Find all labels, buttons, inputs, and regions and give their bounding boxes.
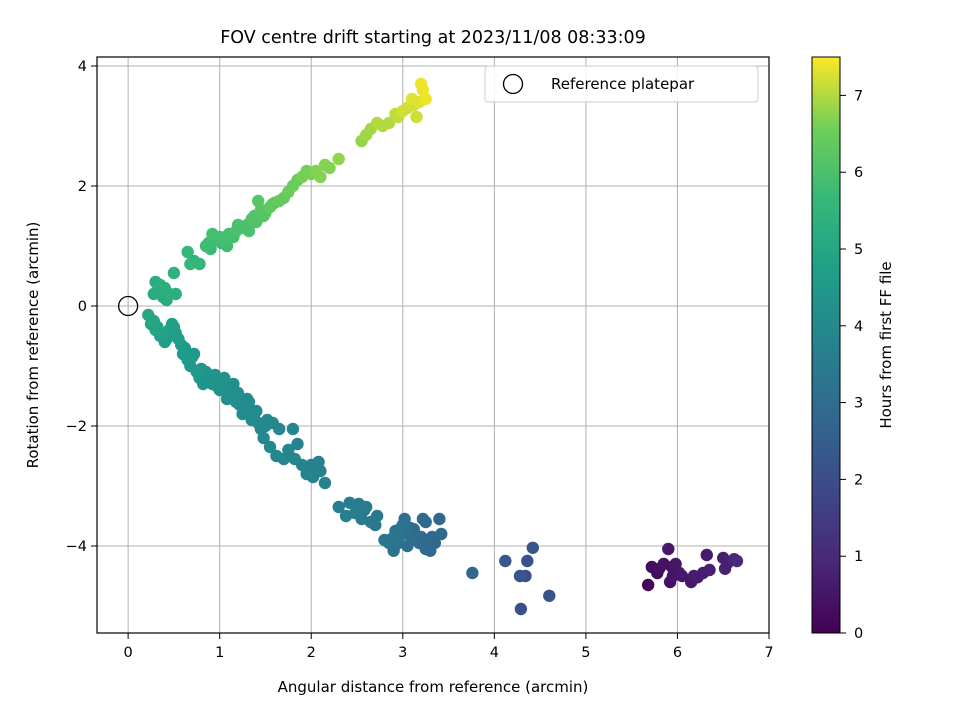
data-point: [282, 443, 295, 457]
y-tick-label: −4: [66, 539, 87, 555]
colorbar-tick-label: 2: [854, 472, 863, 488]
x-tick-label: 3: [398, 645, 407, 661]
x-tick-label: 0: [124, 645, 133, 661]
colorbar-label: Hours from first FF file: [877, 261, 895, 428]
reference-platepar-point: [117, 295, 139, 317]
data-point: [521, 554, 534, 568]
y-tick-label: 0: [78, 299, 87, 315]
data-point: [359, 500, 373, 514]
data-point: [314, 170, 327, 184]
data-point: [332, 152, 345, 166]
data-point: [204, 371, 217, 385]
legend-box: [484, 65, 759, 103]
data-point: [193, 257, 206, 271]
reference-marker: [117, 295, 139, 317]
data-point: [343, 496, 356, 509]
x-tick-label: 7: [764, 645, 773, 661]
colorbar-tick-label: 4: [854, 319, 863, 335]
data-point: [466, 566, 479, 580]
data-point: [662, 542, 675, 556]
legend: Reference platepar: [484, 65, 759, 103]
legend-marker-icon: [502, 73, 524, 95]
colorbar-tick-label: 7: [854, 88, 863, 104]
x-tick-label: 4: [490, 645, 499, 661]
data-point: [419, 92, 432, 106]
data-point: [435, 527, 448, 541]
chart-title: FOV centre drift starting at 2023/11/08 …: [220, 28, 646, 48]
data-point: [394, 521, 408, 535]
data-point: [248, 407, 261, 421]
plot-frame: [96, 56, 770, 634]
data-point: [318, 476, 332, 490]
data-point: [419, 542, 432, 556]
x-tick-label: 2: [307, 645, 316, 661]
data-point: [263, 440, 277, 454]
y-tick-label: 4: [78, 59, 87, 75]
data-point: [288, 452, 301, 466]
data-point: [167, 266, 181, 280]
x-tick-label: 1: [215, 645, 224, 661]
data-point: [513, 569, 527, 583]
colorbar-tick-label: 6: [854, 165, 863, 181]
data-point: [286, 422, 300, 436]
data-point: [382, 116, 396, 130]
data-point: [700, 548, 713, 562]
data-point: [231, 386, 245, 400]
legend-label: Reference platepar: [551, 75, 695, 93]
data-point: [257, 431, 270, 445]
colorbar-tick-label: 3: [854, 396, 863, 412]
colorbar-tick-label: 5: [854, 242, 863, 258]
data-point: [428, 536, 442, 550]
data-point: [291, 437, 304, 451]
data-point: [242, 395, 256, 409]
data-point: [266, 416, 279, 430]
data-point: [305, 458, 318, 472]
data-point: [147, 314, 160, 328]
data-point: [167, 320, 181, 334]
data-point: [385, 532, 399, 545]
data-point: [543, 589, 556, 602]
colorbar-tick-label: 1: [854, 549, 863, 565]
data-point: [169, 287, 182, 301]
y-tick-label: 2: [78, 179, 87, 195]
data-point: [730, 554, 744, 568]
data-point: [526, 541, 539, 554]
y-tick-label: −2: [66, 419, 87, 435]
data-point: [181, 353, 194, 367]
data-point: [178, 341, 192, 355]
data-points: [142, 77, 744, 616]
data-point: [218, 371, 231, 385]
x-axis-ticks: 0 1 2 3 4 5 6 7: [124, 633, 774, 661]
x-tick-label: 6: [673, 645, 682, 661]
colorbar-ticks: 0 1 2 3 4 5 6 7: [840, 88, 863, 642]
colorbar: 0 1 2 3 4 5 6 7 Hours from first FF file: [811, 56, 895, 642]
data-point: [675, 569, 689, 583]
data-point: [242, 224, 256, 238]
y-axis-label: Rotation from reference (arcmin): [24, 222, 42, 469]
data-point: [332, 500, 345, 514]
x-axis-label: Angular distance from reference (arcmin): [278, 678, 589, 696]
data-point: [181, 245, 194, 259]
data-point: [314, 464, 327, 478]
data-point: [499, 554, 512, 568]
data-point: [641, 578, 655, 592]
y-axis-ticks: −4 −2 0 2 4: [66, 59, 97, 555]
data-point: [323, 161, 336, 175]
data-point: [172, 332, 185, 346]
data-point: [514, 602, 528, 616]
data-point: [348, 506, 362, 520]
x-tick-label: 5: [581, 645, 590, 661]
data-point: [190, 365, 203, 379]
data-point: [419, 515, 432, 529]
data-point: [703, 563, 716, 577]
colorbar-gradient: [811, 56, 841, 634]
data-point: [370, 509, 384, 523]
colorbar-tick-label: 0: [854, 626, 863, 642]
data-point: [410, 110, 423, 124]
data-point: [433, 512, 446, 526]
